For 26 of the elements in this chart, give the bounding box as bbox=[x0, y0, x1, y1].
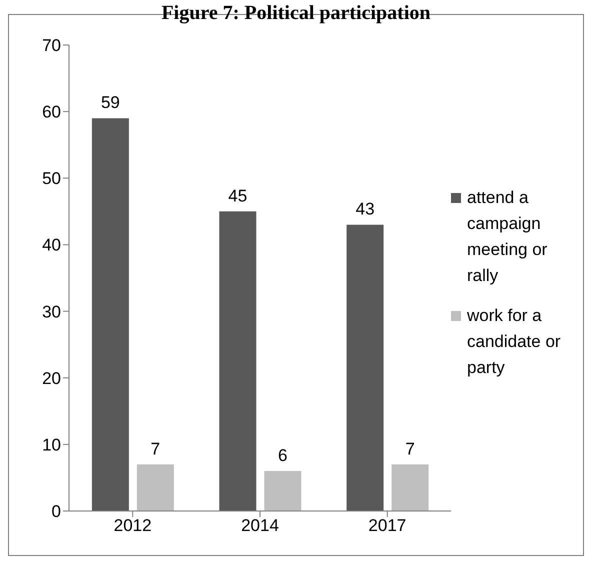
bar bbox=[219, 211, 256, 511]
data-label: 45 bbox=[228, 186, 248, 206]
y-tick-label: 40 bbox=[42, 236, 61, 255]
bar bbox=[346, 224, 384, 511]
x-tick-label: 2014 bbox=[241, 516, 279, 536]
y-tick-label: 70 bbox=[42, 36, 61, 56]
chart-title: Figure 7: Political participation bbox=[160, 1, 432, 25]
y-tick-label: 10 bbox=[42, 435, 61, 454]
data-label: 7 bbox=[405, 439, 415, 458]
legend-label: attend a campaign meeting or rally bbox=[467, 187, 548, 287]
y-tick-label: 50 bbox=[42, 169, 61, 188]
data-label: 6 bbox=[278, 446, 288, 466]
legend-label: work for a candidate or party bbox=[467, 305, 562, 379]
y-tick-label: 0 bbox=[52, 502, 61, 522]
bar bbox=[392, 464, 429, 511]
data-label: 59 bbox=[100, 93, 120, 112]
bar bbox=[92, 118, 129, 511]
data-label: 7 bbox=[150, 439, 160, 458]
bar bbox=[136, 464, 174, 511]
x-tick-label: 2017 bbox=[368, 516, 406, 536]
y-tick-label: 30 bbox=[42, 302, 61, 322]
data-label: 43 bbox=[356, 200, 375, 219]
x-tick-label: 2012 bbox=[114, 516, 152, 536]
y-tick-label: 60 bbox=[42, 102, 61, 122]
y-tick-label: 20 bbox=[42, 368, 61, 388]
bar bbox=[264, 471, 302, 511]
